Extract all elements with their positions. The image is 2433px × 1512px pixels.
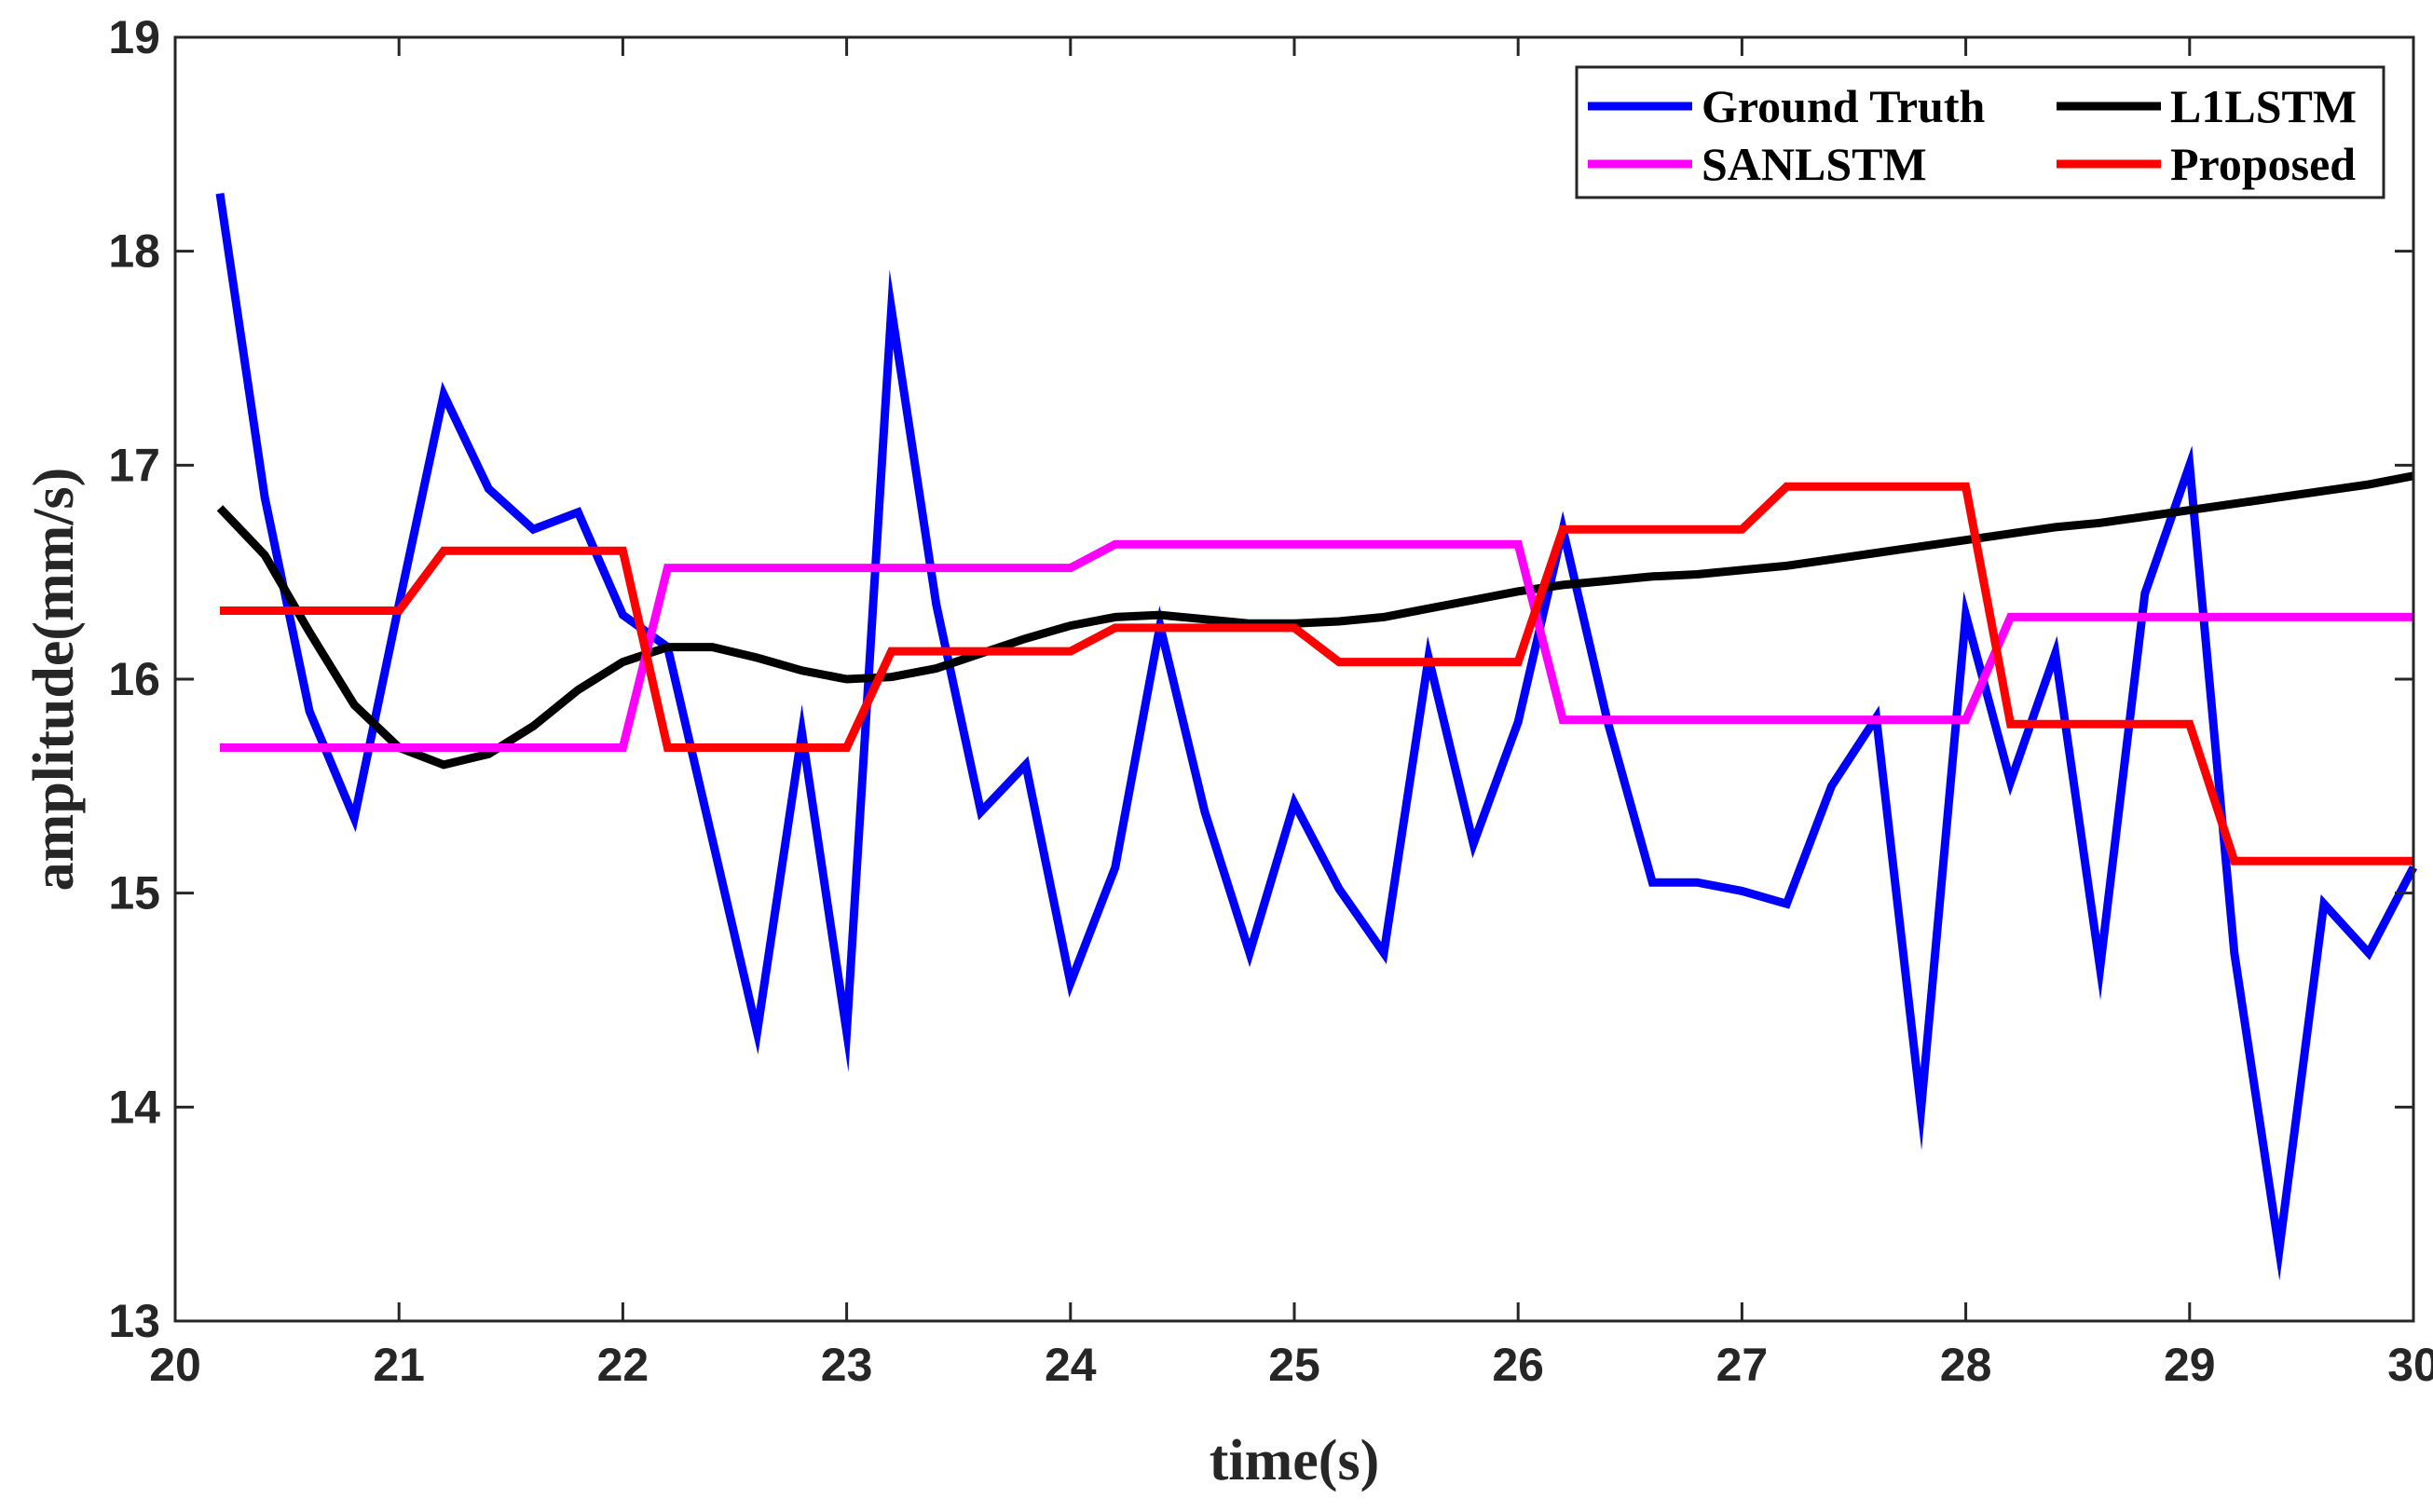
x-tick-label: 26 bbox=[1492, 1339, 1544, 1391]
legend-label-0: Ground Truth bbox=[1702, 80, 1985, 132]
legend-box bbox=[1575, 65, 2385, 199]
series-line-1 bbox=[216, 471, 2414, 770]
ticks-layer: 20 21 22 23 24 25 26 27 28 29 30 13 14 15 16 17 18 19 bbox=[108, 11, 2433, 1391]
y-axis-title: amplitude(mm/s) bbox=[22, 468, 86, 892]
series-layer bbox=[215, 193, 2417, 1281]
y-tick-label: 16 bbox=[108, 653, 160, 705]
y-tick-label: 18 bbox=[108, 225, 160, 278]
series-line-3 bbox=[220, 482, 2413, 865]
series-line-0 bbox=[215, 193, 2417, 1281]
legend: Ground Truth L1LSTM SANLSTM Proposed bbox=[1575, 65, 2385, 199]
x-tick-label: 25 bbox=[1268, 1339, 1320, 1391]
x-tick-label: 29 bbox=[2164, 1339, 2216, 1391]
x-tick-label: 22 bbox=[597, 1339, 649, 1391]
y-tick-label: 15 bbox=[108, 867, 160, 919]
x-tick-label: 20 bbox=[149, 1339, 201, 1391]
x-tick-label: 23 bbox=[821, 1339, 873, 1391]
legend-label-1: L1LSTM bbox=[2170, 80, 2357, 132]
x-tick-label: 27 bbox=[1716, 1339, 1769, 1391]
y-tick-label: 14 bbox=[108, 1081, 160, 1133]
legend-label-2: SANLSTM bbox=[1702, 138, 1927, 190]
x-tick-label: 30 bbox=[2387, 1339, 2433, 1391]
y-tick-label: 13 bbox=[108, 1295, 160, 1347]
y-tick-label: 17 bbox=[108, 439, 160, 491]
legend-label-3: Proposed bbox=[2170, 138, 2356, 190]
y-tick-label: 19 bbox=[108, 11, 160, 63]
x-tick-label: 21 bbox=[373, 1339, 425, 1391]
x-tick-label: 24 bbox=[1045, 1339, 1097, 1391]
x-tick-label: 28 bbox=[1940, 1339, 1992, 1391]
x-axis-title: time(s) bbox=[1210, 1429, 1379, 1492]
